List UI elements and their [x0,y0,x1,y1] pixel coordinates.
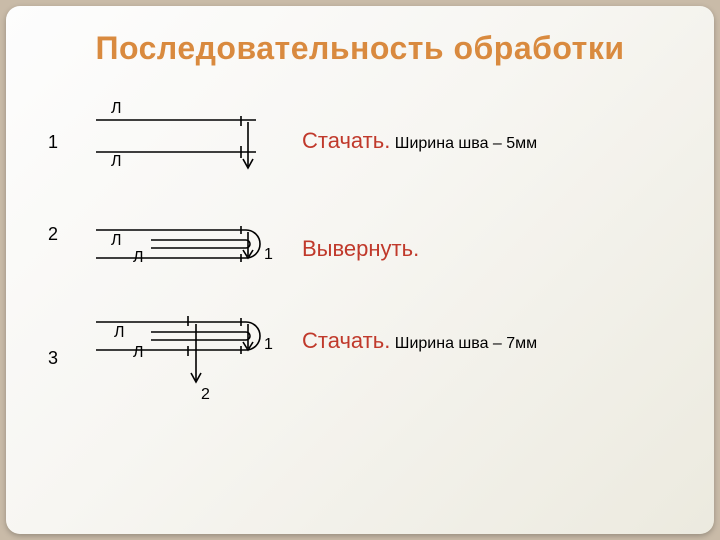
step-2-description: Вывернуть. [302,236,419,262]
step-2-action: Вывернуть. [302,236,419,261]
step-1-description: Стачать. Ширина шва – 5мм [302,128,537,154]
title-text: Последовательность обработки [95,30,624,66]
step-2-diagram [96,226,276,276]
step-1-action: Стачать. [302,128,390,153]
step-3-diagram [96,318,276,398]
step-3-number: 3 [48,348,58,369]
step-2-number: 2 [48,224,58,245]
step-3-action: Стачать. [302,328,390,353]
step-3-description: Стачать. Ширина шва – 7мм [302,328,537,354]
page-title: Последовательность обработки [6,30,714,67]
step-1-number: 1 [48,132,58,153]
step-3-details: Ширина шва – 7мм [395,335,537,352]
step-1-diagram [96,116,276,176]
step-1-details: Ширина шва – 5мм [395,135,537,152]
slide: Последовательность обработки 1 Л Л Стача… [6,6,714,534]
